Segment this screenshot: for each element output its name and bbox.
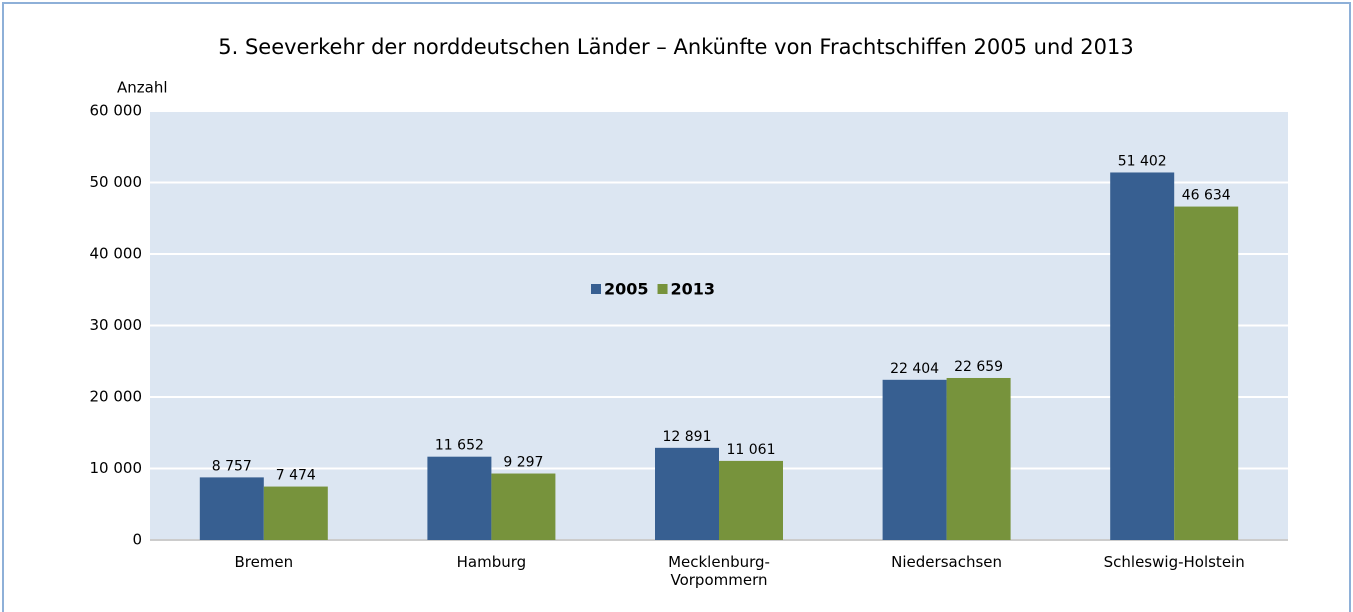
value-label: 8 757	[212, 458, 252, 474]
legend-swatch	[657, 284, 668, 294]
legend-label: 2005	[604, 280, 649, 299]
y-tick-label: 0	[132, 531, 142, 549]
y-tick-label: 40 000	[90, 245, 143, 263]
y-tick-label: 10 000	[90, 459, 143, 477]
y-tick-label: 30 000	[90, 316, 143, 334]
value-label: 22 659	[954, 359, 1003, 375]
value-label: 11 061	[727, 442, 776, 458]
bar	[491, 473, 556, 540]
y-tick-label: 20 000	[90, 388, 143, 406]
value-label: 46 634	[1182, 188, 1231, 204]
value-label: 22 404	[890, 361, 939, 377]
legend-swatch	[591, 284, 601, 294]
bar	[1110, 172, 1175, 540]
value-label: 7 474	[276, 468, 316, 484]
x-tick-label: Bremen	[234, 553, 293, 571]
value-label: 12 891	[663, 429, 712, 445]
x-tick-label: Hamburg	[457, 553, 527, 571]
bar	[655, 447, 719, 540]
y-axis-label: Anzahl	[117, 79, 168, 97]
x-tick-label: Schleswig-Holstein	[1104, 553, 1245, 571]
y-tick-label: 60 000	[90, 102, 143, 120]
bar	[882, 379, 947, 540]
value-label: 9 297	[503, 455, 543, 471]
bar	[199, 477, 264, 540]
bar	[263, 486, 328, 540]
bar	[1174, 206, 1239, 540]
legend-label: 2013	[671, 280, 716, 299]
x-tick-label: Mecklenburg-Vorpommern	[668, 553, 770, 589]
x-tick-label: Niedersachsen	[891, 553, 1002, 571]
bar	[719, 460, 783, 540]
value-label: 51 402	[1118, 153, 1167, 169]
y-tick-label: 50 000	[90, 173, 143, 191]
value-label: 11 652	[435, 438, 484, 454]
bar	[946, 377, 1011, 540]
chart-title: 5. Seeverkehr der norddeutschen Länder –…	[218, 35, 1134, 59]
bar	[427, 456, 492, 540]
